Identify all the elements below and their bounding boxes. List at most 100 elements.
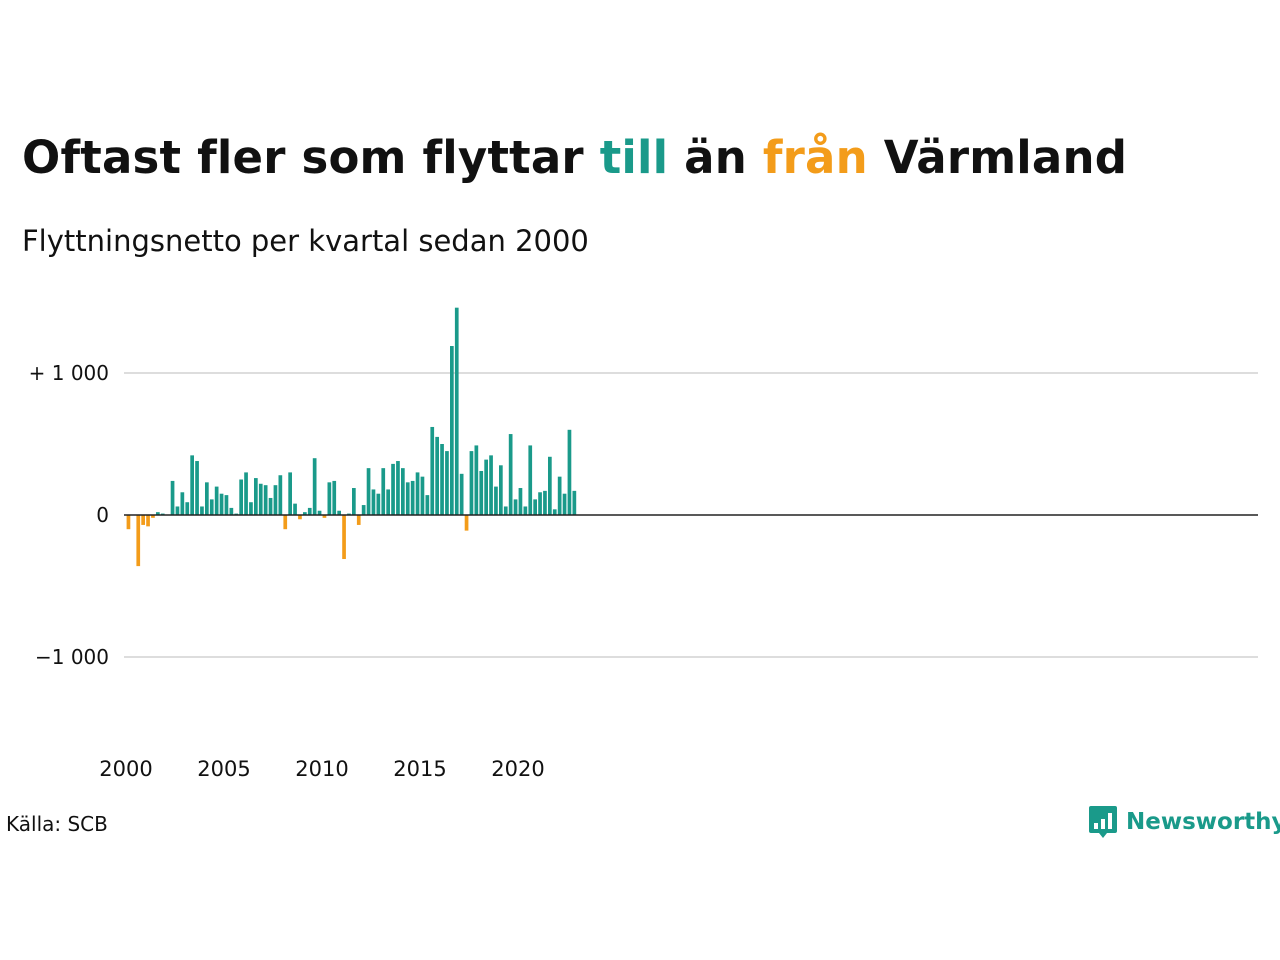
y-tick-label: 0 — [96, 503, 109, 527]
bar — [258, 483, 263, 515]
bar — [293, 503, 297, 515]
bar — [396, 461, 400, 515]
newsworthy-icon — [1089, 806, 1117, 838]
bar — [376, 493, 381, 515]
bar — [572, 490, 577, 515]
bar — [244, 472, 248, 515]
bar — [401, 468, 405, 515]
bar — [249, 502, 253, 515]
bar — [195, 461, 199, 515]
bar — [229, 507, 234, 515]
bar — [190, 455, 194, 515]
y-tick-label: −1 000 — [35, 645, 109, 669]
bar — [548, 456, 552, 515]
bar — [136, 515, 141, 567]
bar — [499, 465, 503, 515]
bar — [278, 475, 283, 515]
title-part-fran: från — [762, 131, 868, 184]
title-part-3: än — [668, 131, 763, 184]
bar — [322, 515, 327, 518]
bar — [405, 482, 410, 515]
bar — [410, 480, 415, 515]
x-tick-label: 2005 — [197, 757, 250, 781]
bar — [327, 482, 332, 515]
bar — [288, 472, 292, 515]
bar — [224, 495, 229, 515]
bar — [205, 482, 209, 515]
bar — [562, 493, 567, 515]
bar — [146, 515, 150, 527]
bar — [508, 434, 513, 515]
bar — [440, 444, 444, 515]
bar — [435, 436, 439, 515]
bar — [332, 480, 337, 515]
bar — [528, 445, 533, 515]
bar — [126, 515, 131, 530]
bar — [381, 468, 386, 515]
bar — [342, 515, 346, 560]
title-part-till: till — [599, 131, 669, 184]
bar — [469, 451, 474, 515]
bar — [454, 307, 459, 515]
bar — [513, 499, 518, 515]
x-tick-label: 2010 — [295, 757, 348, 781]
bar — [366, 468, 371, 515]
bar — [557, 476, 562, 515]
chart-title: Oftast fler som flyttar till än från Vär… — [22, 131, 1127, 184]
bar — [474, 445, 479, 515]
bar — [214, 486, 219, 515]
brand-logo: Newsworthy — [1088, 804, 1280, 840]
bar — [523, 506, 528, 515]
bar — [219, 493, 224, 515]
bar — [180, 492, 185, 515]
x-tick-label: 2015 — [393, 757, 446, 781]
bar — [552, 509, 557, 515]
bar — [312, 458, 317, 515]
bar — [425, 495, 430, 515]
bar — [298, 515, 302, 520]
bar — [430, 426, 435, 515]
bar — [415, 472, 420, 515]
bar — [503, 506, 508, 515]
bar — [533, 499, 537, 515]
bar — [494, 486, 498, 515]
bar — [543, 490, 547, 515]
bar — [273, 485, 278, 515]
bar — [459, 473, 464, 515]
x-tick-label: 2020 — [491, 757, 544, 781]
bar — [268, 497, 273, 515]
bar — [254, 478, 258, 515]
bar — [489, 455, 493, 515]
bar — [361, 505, 366, 515]
bar — [386, 489, 390, 515]
bar — [567, 429, 572, 515]
bar — [356, 515, 361, 525]
bar — [307, 507, 312, 515]
bar — [337, 510, 341, 515]
chart-subtitle: Flyttningsnetto per kvartal sedan 2000 — [22, 224, 589, 258]
title-part-1: Oftast fler som flyttar — [22, 131, 600, 184]
bar — [185, 502, 190, 515]
bar — [317, 510, 322, 515]
source-label: Källa: SCB — [6, 812, 108, 836]
bar — [200, 506, 204, 515]
bar — [209, 499, 214, 515]
bar — [445, 451, 449, 515]
bar — [479, 470, 484, 515]
bar — [352, 488, 356, 515]
bar — [283, 515, 288, 530]
bar — [538, 492, 542, 515]
brand-name: Newsworthy — [1126, 809, 1280, 835]
bar — [141, 515, 145, 525]
bar — [151, 515, 155, 518]
bar — [156, 512, 160, 515]
bar — [239, 479, 243, 515]
bar — [484, 459, 488, 515]
x-tick-label: 2000 — [99, 757, 152, 781]
bar — [371, 489, 376, 515]
bar — [303, 512, 307, 515]
bar — [263, 485, 268, 515]
bar — [170, 480, 175, 515]
bar — [450, 346, 454, 515]
